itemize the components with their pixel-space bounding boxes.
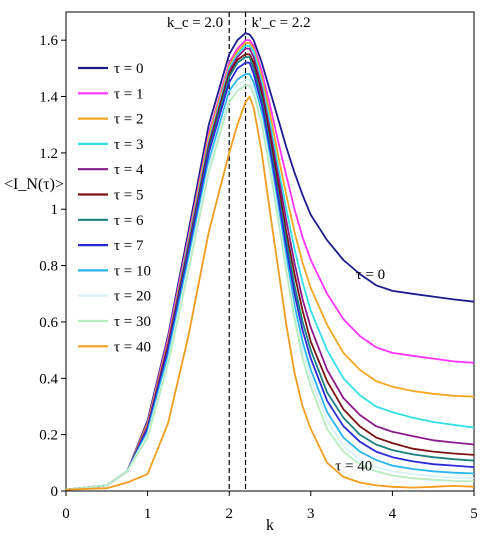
series-line-10 [65,73,475,491]
legend-label: τ = 2 [114,112,144,128]
x-tick-label: 4 [389,506,397,522]
x-tick-label: 0 [62,506,70,522]
legend-label: τ = 5 [114,188,144,204]
legend-label: τ = 7 [114,238,144,254]
x-tick-label: 3 [307,506,315,522]
series-annotation: τ = 0 [356,267,386,283]
x-tick-label: 2 [225,506,233,522]
legend-label: τ = 20 [114,289,151,305]
legend-label: τ = 3 [114,137,144,153]
legend-label: τ = 10 [114,263,151,279]
series-line-7 [65,61,475,491]
legend: τ = 0 τ = 1 τ = 2 τ = 3 τ = 4 τ = 5 τ = 6 τ = 7… [78,61,151,355]
legend-label: τ = 30 [114,314,151,330]
y-tick-label: 1.4 [39,90,58,106]
y-tick-label: 0 [51,484,59,500]
legend-label: τ = 0 [114,61,144,77]
y-tick-label: 1.2 [39,146,58,162]
series-annotation: τ = 40 [335,459,372,475]
plot-frame [65,11,475,492]
critical-lines: k_c = 2.0 k'_c = 2.2 [167,12,311,491]
legend-label: τ = 1 [114,86,144,102]
x-tick-label: 5 [470,506,478,522]
x-axis-title: k [266,517,274,534]
y-tick-label: 0.6 [39,315,58,331]
y-tick-label: 0.2 [39,428,58,444]
critical-line-label: k'_c = 2.2 [252,15,311,31]
x-tick-label: 1 [144,506,152,522]
annotations: τ = 0 τ = 40 [335,267,385,475]
legend-label: τ = 6 [114,213,144,229]
critical-line-label: k_c = 2.0 [167,15,223,31]
y-axis-title: <I_N(τ)> [4,176,64,193]
y-tick-label: 0.8 [39,259,58,275]
y-tick-label: 1.6 [39,33,58,49]
series-line-40 [65,95,475,491]
series-lines [65,32,475,491]
legend-label: τ = 40 [114,339,151,355]
x-axis-ticks: 0 1 2 3 4 5 [62,491,478,522]
y-tick-label: 0.4 [39,371,58,387]
legend-label: τ = 4 [114,162,144,178]
y-axis-ticks: 0 0.2 0.4 0.6 0.8 1 1.2 1.4 1.6 <I_N(τ)> [4,33,66,500]
y-tick-label: 1 [51,202,59,218]
series-line-30 [65,84,475,491]
